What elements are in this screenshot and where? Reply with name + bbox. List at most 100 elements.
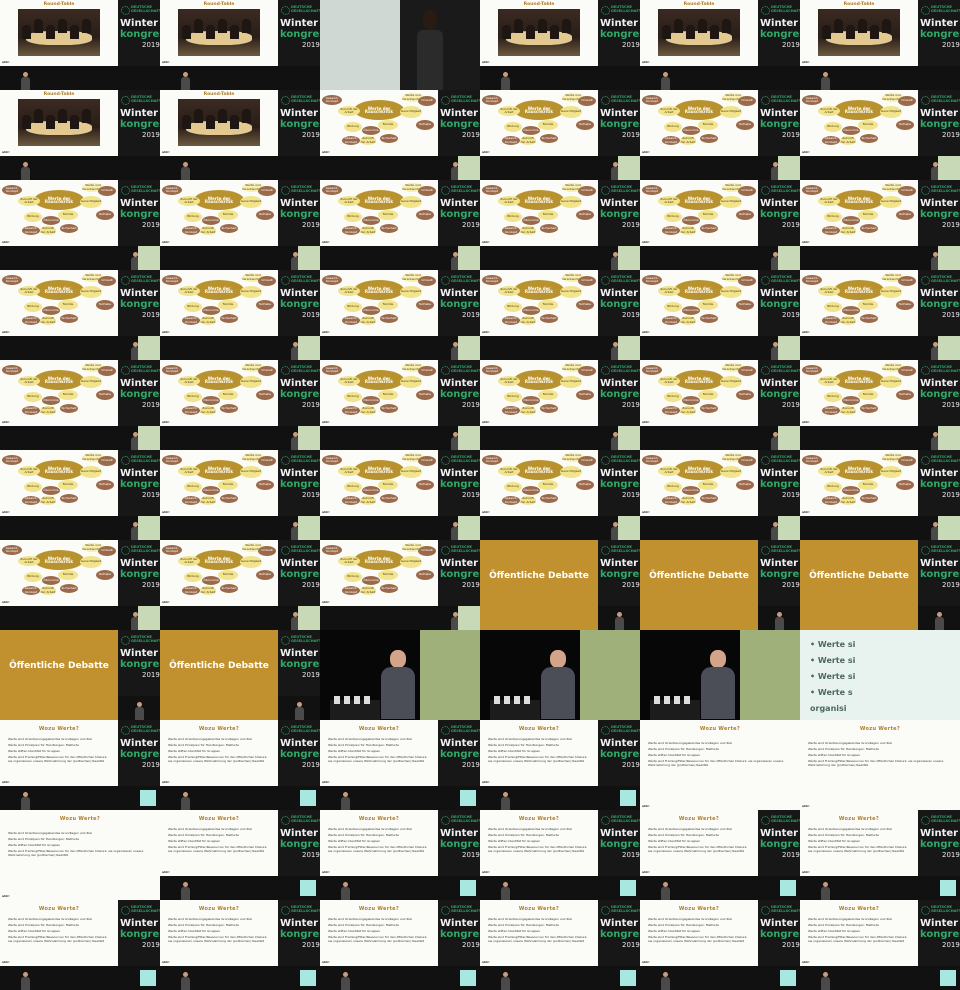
- mindmap-node: Umwelt: [578, 276, 596, 286]
- sidebar-panel: DEUTSCHE GESELLSCHAFT Winterkongress2019: [598, 540, 640, 606]
- event-word-kongress: kongress: [280, 29, 320, 40]
- speaker-body: [180, 167, 190, 180]
- mindmap-node: Bildung: [344, 122, 362, 132]
- mindmap-center-node: Werte der Rauschkritik: [674, 460, 724, 480]
- sidebar-panel: DEUTSCHE GESELLSCHAFT Winterkongress2019: [278, 270, 320, 336]
- mindmap-node: Umwelt: [258, 366, 276, 376]
- event-word-kongress: kongress: [440, 209, 480, 220]
- org-name: DEUTSCHE GESELLSCHAFT: [611, 365, 640, 373]
- participant-figure: [182, 115, 191, 129]
- mindmap-slide: Werte der Rauschkritik Gesamt-Konzept Zuku…: [640, 90, 758, 156]
- sidebar-panel: DEUTSCHE GESELLSCHAFT Winterkongress2019: [918, 360, 960, 426]
- logo-icon: [761, 816, 770, 825]
- event-word-winter: Winter: [600, 468, 639, 479]
- mindmap-node: Teilhabe: [416, 570, 434, 580]
- speaker-body: [500, 797, 510, 810]
- speaker-figure: [130, 432, 140, 450]
- mindmap-node: Sicherheit: [60, 314, 78, 323]
- footer-brand: ahh!: [802, 150, 810, 154]
- mindmap-node: Teilhabe: [416, 300, 434, 310]
- org-name: DEUTSCHE GESELLSCHAFT: [771, 545, 800, 553]
- mindmap-node: Zukunft der Arbeit: [360, 586, 376, 595]
- mindmap-slide: Werte der Rauschkritik Gesamt-Konzept Zuku…: [640, 450, 758, 516]
- mindmap-node: Sicherheit: [220, 584, 238, 593]
- sidebar-panel: DEUTSCHE GESELLSCHAFT Winterkongress2019: [918, 0, 960, 66]
- logo-icon: [921, 366, 930, 375]
- event-word-winter: Winter: [760, 198, 799, 209]
- org-name: DEUTSCHE GESELLSCHAFT: [131, 275, 160, 283]
- event-year: 2019: [942, 131, 960, 139]
- text-slide-bullet: Werte sind Orientierungsgebendes Grundla…: [168, 917, 252, 921]
- event-word-kongress: kongress: [600, 929, 640, 940]
- stage-light: [940, 880, 956, 896]
- mindmap-node: Gesamt-Konzept: [502, 406, 520, 415]
- sidebar-panel: DEUTSCHE GESELLSCHAFT Winterkongress2019: [758, 270, 800, 336]
- mindmap-node: Werte und Verantwortung: [401, 543, 425, 552]
- speaker-head: [182, 792, 188, 797]
- logo-icon: [281, 276, 290, 285]
- projector-screen: [580, 630, 640, 720]
- roundtable-photo: [658, 9, 740, 56]
- event-year: 2019: [622, 851, 640, 859]
- logo-icon: [921, 276, 930, 285]
- mindmap-node: Teilhabe: [576, 120, 594, 130]
- event-word-kongress: kongress: [600, 389, 640, 400]
- event-year: 2019: [782, 311, 800, 319]
- speaker-figure: [930, 432, 940, 450]
- mindmap-node: Gesamt-Konzept: [502, 136, 520, 145]
- org-name: DEUTSCHE GESELLSCHAFT: [291, 815, 320, 823]
- sidebar-panel: DEUTSCHE GESELLSCHAFT Winterkongress2019: [278, 720, 320, 786]
- sidebar-panel: DEUTSCHE GESELLSCHAFT Winterkongress2019: [598, 180, 640, 246]
- logo-icon: [761, 366, 770, 375]
- speaker-body: [340, 977, 350, 990]
- event-year: 2019: [622, 221, 640, 229]
- event-word-winter: Winter: [280, 18, 319, 29]
- sidebar-panel: DEUTSCHE GESELLSCHAFT Winterkongress2019: [918, 900, 960, 966]
- event-word-winter: Winter: [280, 558, 319, 569]
- participant-figure: [70, 25, 79, 39]
- event-word-kongress: kongress: [280, 569, 320, 580]
- event-year: 2019: [782, 221, 800, 229]
- mindmap-node: Teilhabe: [256, 570, 274, 580]
- event-word-kongress: kongress: [760, 209, 800, 220]
- mindmap-node: Gerechtigkeit: [720, 286, 742, 298]
- org-name: DEUTSCHE GESELLSCHAFT: [451, 365, 480, 373]
- mindmap-node: Umwelt: [98, 186, 116, 196]
- mindmap-node: Gesamt-Konzept: [802, 185, 822, 195]
- speaker-body: [610, 437, 620, 450]
- event-word-winter: Winter: [120, 18, 159, 29]
- frame-thumbnail: Werte der Rauschkritik Gesamt-Konzept Zuku…: [320, 270, 480, 360]
- text-slide-bullet: Werte sind Prinzipien für Handlungen: Me…: [328, 923, 399, 927]
- mindmap-node: Sicherheit: [540, 494, 558, 503]
- footer-brand: ahh!: [482, 60, 490, 64]
- mindmap-node: Gesamt-Konzept: [322, 455, 342, 465]
- speaker-camera-strip: [160, 426, 320, 450]
- footer-brand: ahh!: [322, 420, 330, 424]
- footer-brand: ahh!: [2, 60, 10, 64]
- text-slide: Wozu Werte? Werte sind Orientierungsgeben…: [0, 720, 118, 786]
- sidebar-panel: DEUTSCHE GESELLSCHAFT Winterkongress2019: [438, 810, 480, 876]
- mindmap-node: Sicherheit: [220, 314, 238, 323]
- participant-figure: [822, 25, 831, 39]
- mindmap-node: Ökonomie: [202, 576, 220, 585]
- mindmap-node: Gesamt-Konzept: [322, 545, 342, 555]
- event-word-kongress: kongress: [280, 209, 320, 220]
- text-slide-bullet: Werte sind Orientierungsgebendes Grundla…: [808, 741, 892, 745]
- frame-thumbnail: Wozu Werte? Werte sind Orientierungsgeben…: [800, 810, 960, 900]
- mindmap-node: Gesamt-Konzept: [802, 455, 822, 465]
- mindmap-node: Gesamt-Konzept: [182, 226, 200, 235]
- frame-thumbnail: Werte der Rauschkritik Gesamt-Konzept Zuku…: [160, 540, 320, 630]
- mindmap-node: Werte und Verantwortung: [561, 183, 585, 192]
- mindmap-node: Teilhabe: [96, 480, 114, 490]
- partial-slide: • Werte si • Werte si • Werte si • Werte s o…: [800, 630, 960, 720]
- sidebar-panel: DEUTSCHE GESELLSCHAFT Winterkongress2019: [118, 900, 160, 966]
- projector-screen: [138, 246, 160, 270]
- sidebar-panel: DEUTSCHE GESELLSCHAFT Winterkongress2019: [598, 720, 640, 786]
- title-slide-text: Öffentliche Debatte: [489, 571, 589, 581]
- speaker-head: [452, 522, 458, 527]
- title-slide: Öffentliche Debatte: [800, 540, 918, 630]
- event-word-kongress: kongress: [120, 29, 160, 40]
- text-slide-bullet: Werte sind Framing/Filter/Ressourcen für…: [8, 849, 144, 857]
- mindmap-node: Umwelt: [898, 366, 916, 376]
- mindmap-node: Familie: [378, 390, 398, 400]
